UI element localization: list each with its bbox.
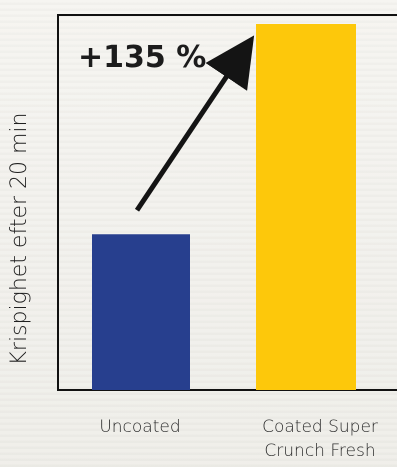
bar-coated-super-crunch-fresh [256,24,356,390]
bar-uncoated [92,234,190,390]
x-tick-label: Uncoated [99,417,180,437]
increase-label: +135 % [78,40,206,75]
y-axis-label: Krispighet efter 20 min [7,113,32,366]
plot-area [57,14,397,391]
x-tick-label: Coated Super [262,417,378,437]
x-tick-label: Crunch Fresh [264,441,375,461]
increase-arrow [134,35,255,212]
